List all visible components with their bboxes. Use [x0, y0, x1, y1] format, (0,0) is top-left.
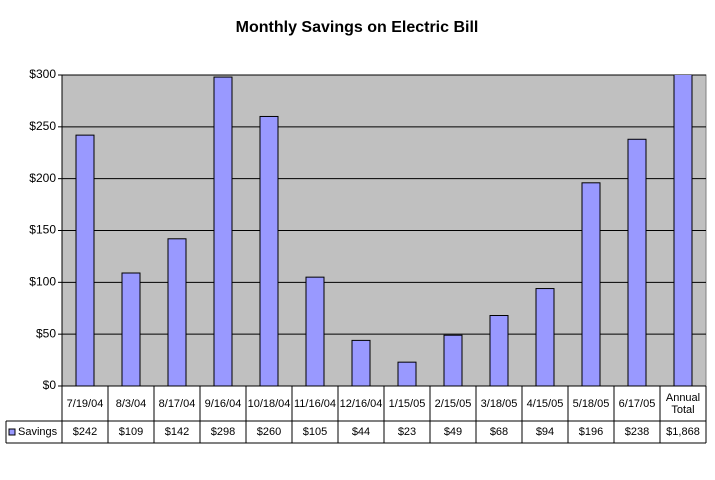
bar	[673, 75, 693, 386]
value-label: $1,868	[666, 426, 700, 438]
value-label: $23	[398, 426, 416, 438]
x-tick-label: 5/18/05	[572, 397, 610, 410]
chart-title: Monthly Savings on Electric Bill	[236, 19, 479, 36]
bars	[75, 75, 693, 386]
bar	[397, 361, 417, 386]
value-label: $105	[303, 426, 327, 438]
y-tick-label: $200	[29, 171, 56, 185]
bar	[627, 138, 647, 386]
bar	[121, 272, 141, 386]
value-label: $298	[211, 426, 235, 438]
value-label: $142	[165, 426, 189, 438]
y-tick-label: $50	[36, 326, 56, 340]
value-label: $260	[257, 426, 281, 438]
y-tick-label: $100	[29, 275, 56, 289]
value-label: $49	[444, 426, 462, 438]
x-tick-label: 1/15/05	[388, 397, 426, 410]
x-tick-label: 2/15/05	[434, 397, 472, 410]
y-tick-label: $250	[29, 119, 56, 133]
legend-label: Savings	[18, 426, 58, 438]
bar	[351, 339, 371, 386]
x-tick-label: 8/17/04	[158, 397, 196, 410]
value-label: $44	[352, 426, 370, 438]
value-label: $242	[73, 426, 97, 438]
y-tick-label: $150	[29, 223, 56, 237]
x-tick-label: 3/18/05	[480, 397, 518, 410]
x-tick-label: 9/16/04	[204, 397, 242, 410]
x-tick-label: 10/18/04	[247, 397, 291, 410]
x-tick-label: 4/15/05	[526, 397, 564, 410]
x-tick-label: 12/16/04	[339, 397, 383, 410]
x-tick-label: 7/19/04	[66, 397, 104, 410]
value-label: $196	[579, 426, 603, 438]
x-tick-label: 11/16/04	[293, 397, 336, 410]
y-tick-label: $300	[29, 67, 56, 81]
bar	[305, 276, 325, 386]
value-label: $109	[119, 426, 143, 438]
value-label: $68	[490, 426, 508, 438]
bar	[167, 238, 187, 386]
value-label: $94	[536, 426, 554, 438]
bar	[489, 315, 509, 386]
x-tick-label: 8/3/04	[115, 397, 147, 410]
legend-swatch	[8, 428, 16, 436]
y-tick-label: $0	[43, 378, 57, 392]
bar	[213, 76, 233, 386]
bar	[581, 182, 601, 386]
bar	[443, 334, 463, 386]
value-label: $238	[625, 426, 649, 438]
bar	[259, 115, 279, 386]
x-tick-label: Annual Total	[665, 391, 701, 416]
bar	[535, 288, 555, 386]
bar	[75, 134, 95, 386]
x-tick-label: 6/17/05	[618, 397, 656, 410]
